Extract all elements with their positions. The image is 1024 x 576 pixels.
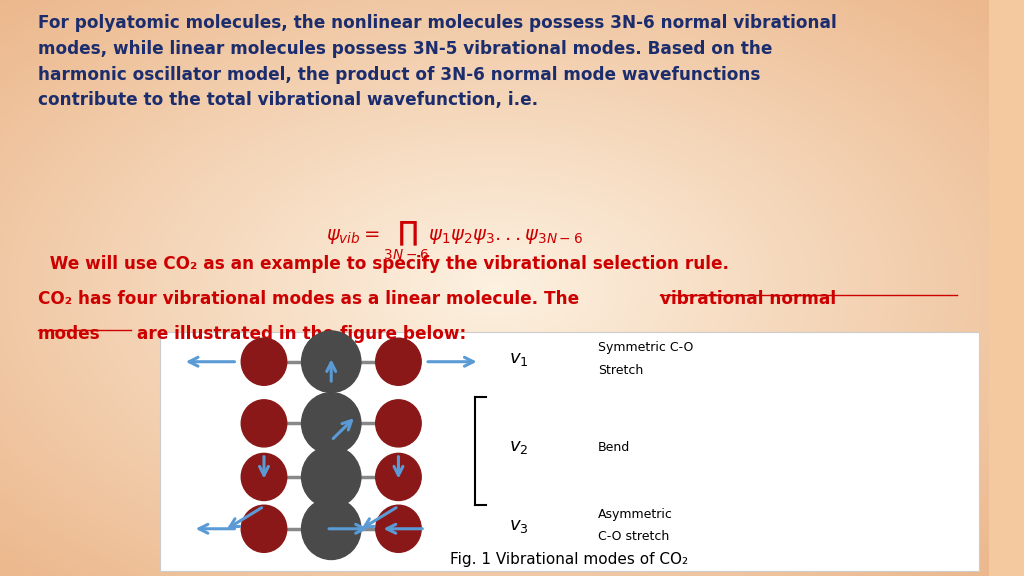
Ellipse shape — [242, 505, 287, 552]
Ellipse shape — [376, 505, 421, 552]
Ellipse shape — [242, 453, 287, 501]
Text: $v_2$: $v_2$ — [509, 438, 528, 456]
Text: For polyatomic molecules, the nonlinear molecules possess 3N-6 normal vibrationa: For polyatomic molecules, the nonlinear … — [38, 14, 837, 109]
Ellipse shape — [301, 331, 360, 392]
Text: $v_1$: $v_1$ — [509, 350, 528, 368]
Ellipse shape — [376, 453, 421, 501]
Text: We will use CO₂ as an example to specify the vibrational selection rule.: We will use CO₂ as an example to specify… — [38, 255, 728, 272]
Text: Bend: Bend — [598, 441, 631, 454]
Text: Fig. 1 Vibrational modes of CO₂: Fig. 1 Vibrational modes of CO₂ — [451, 552, 688, 567]
FancyBboxPatch shape — [160, 332, 979, 571]
Text: C-O stretch: C-O stretch — [598, 530, 670, 543]
Text: Asymmetric: Asymmetric — [598, 508, 673, 521]
Text: Symmetric C-O: Symmetric C-O — [598, 341, 693, 354]
Ellipse shape — [376, 400, 421, 447]
Ellipse shape — [242, 338, 287, 385]
Text: $v_3$: $v_3$ — [509, 517, 528, 535]
Text: are illustrated in the figure below:: are illustrated in the figure below: — [131, 325, 467, 343]
Text: CO₂ has four vibrational modes as a linear molecule. The: CO₂ has four vibrational modes as a line… — [38, 290, 585, 308]
Ellipse shape — [242, 400, 287, 447]
Ellipse shape — [376, 338, 421, 385]
Text: vibrational normal: vibrational normal — [660, 290, 837, 308]
Ellipse shape — [301, 393, 360, 454]
Text: $\psi_{vib}=\prod_{3N-6}\psi_1\psi_2\psi_3...\psi_{3N-6}$: $\psi_{vib}=\prod_{3N-6}\psi_1\psi_2\psi… — [327, 220, 583, 263]
Text: modes: modes — [38, 325, 100, 343]
Ellipse shape — [301, 498, 360, 559]
Ellipse shape — [301, 446, 360, 507]
Text: Stretch: Stretch — [598, 364, 643, 377]
